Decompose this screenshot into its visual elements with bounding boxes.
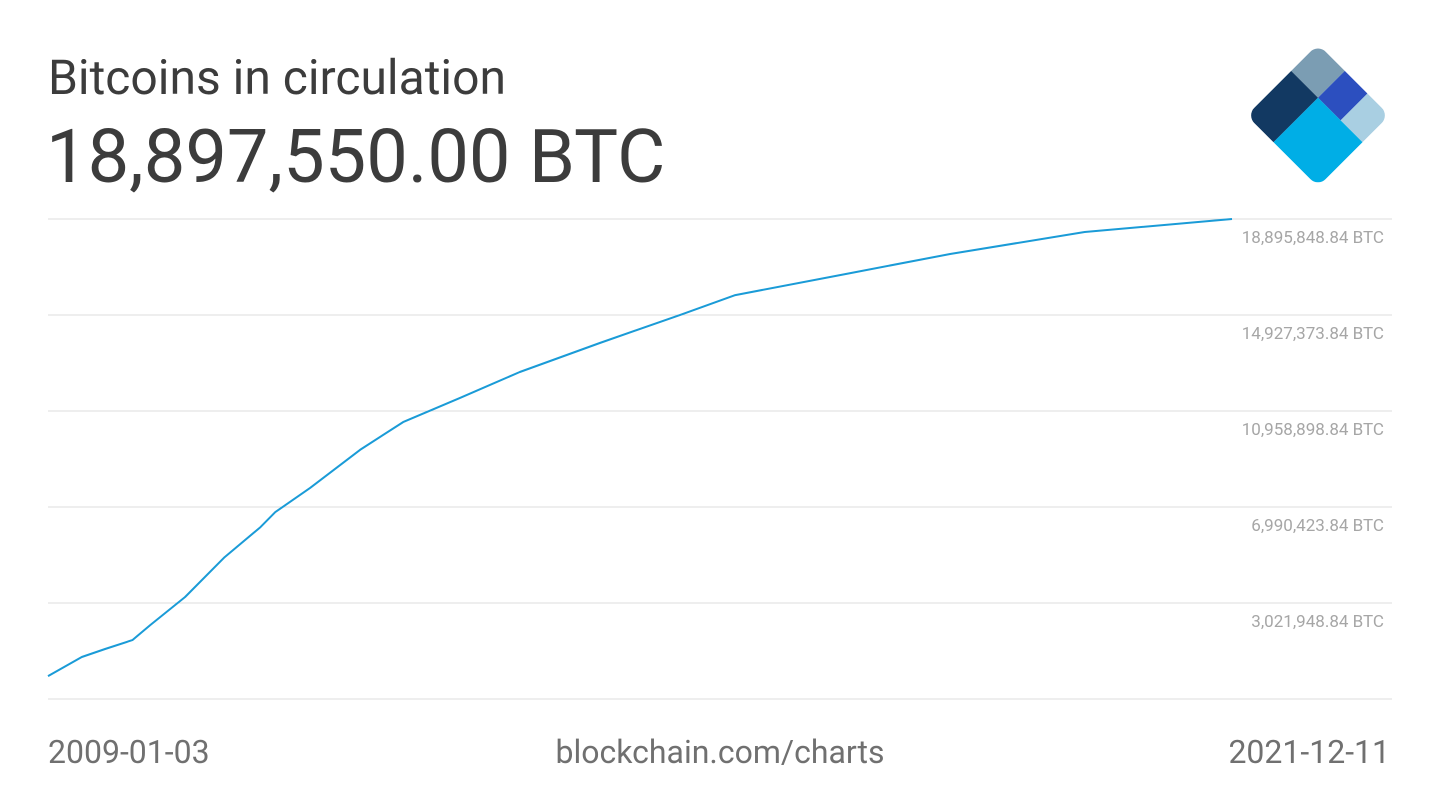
y-tick-label: 6,990,423.84 BTC (1251, 516, 1384, 536)
y-tick-label: 10,958,898.84 BTC (1242, 420, 1384, 440)
data-line (47, 218, 1233, 677)
headline-value: 18,897,550.00 BTC (46, 114, 665, 201)
y-tick-label: 3,021,948.84 BTC (1251, 612, 1384, 632)
y-tick-label: 14,927,373.84 BTC (1242, 324, 1384, 344)
source: blockchain.com/charts (556, 733, 885, 771)
chart-title: Bitcoins in circulation (48, 49, 506, 106)
x-end-label: 2021-12-11 (1228, 733, 1390, 771)
y-tick-label: 18,895,848.84 BTC (1242, 228, 1384, 248)
logo (1246, 44, 1390, 187)
x-start-label: 2009-01-03 (48, 733, 210, 771)
